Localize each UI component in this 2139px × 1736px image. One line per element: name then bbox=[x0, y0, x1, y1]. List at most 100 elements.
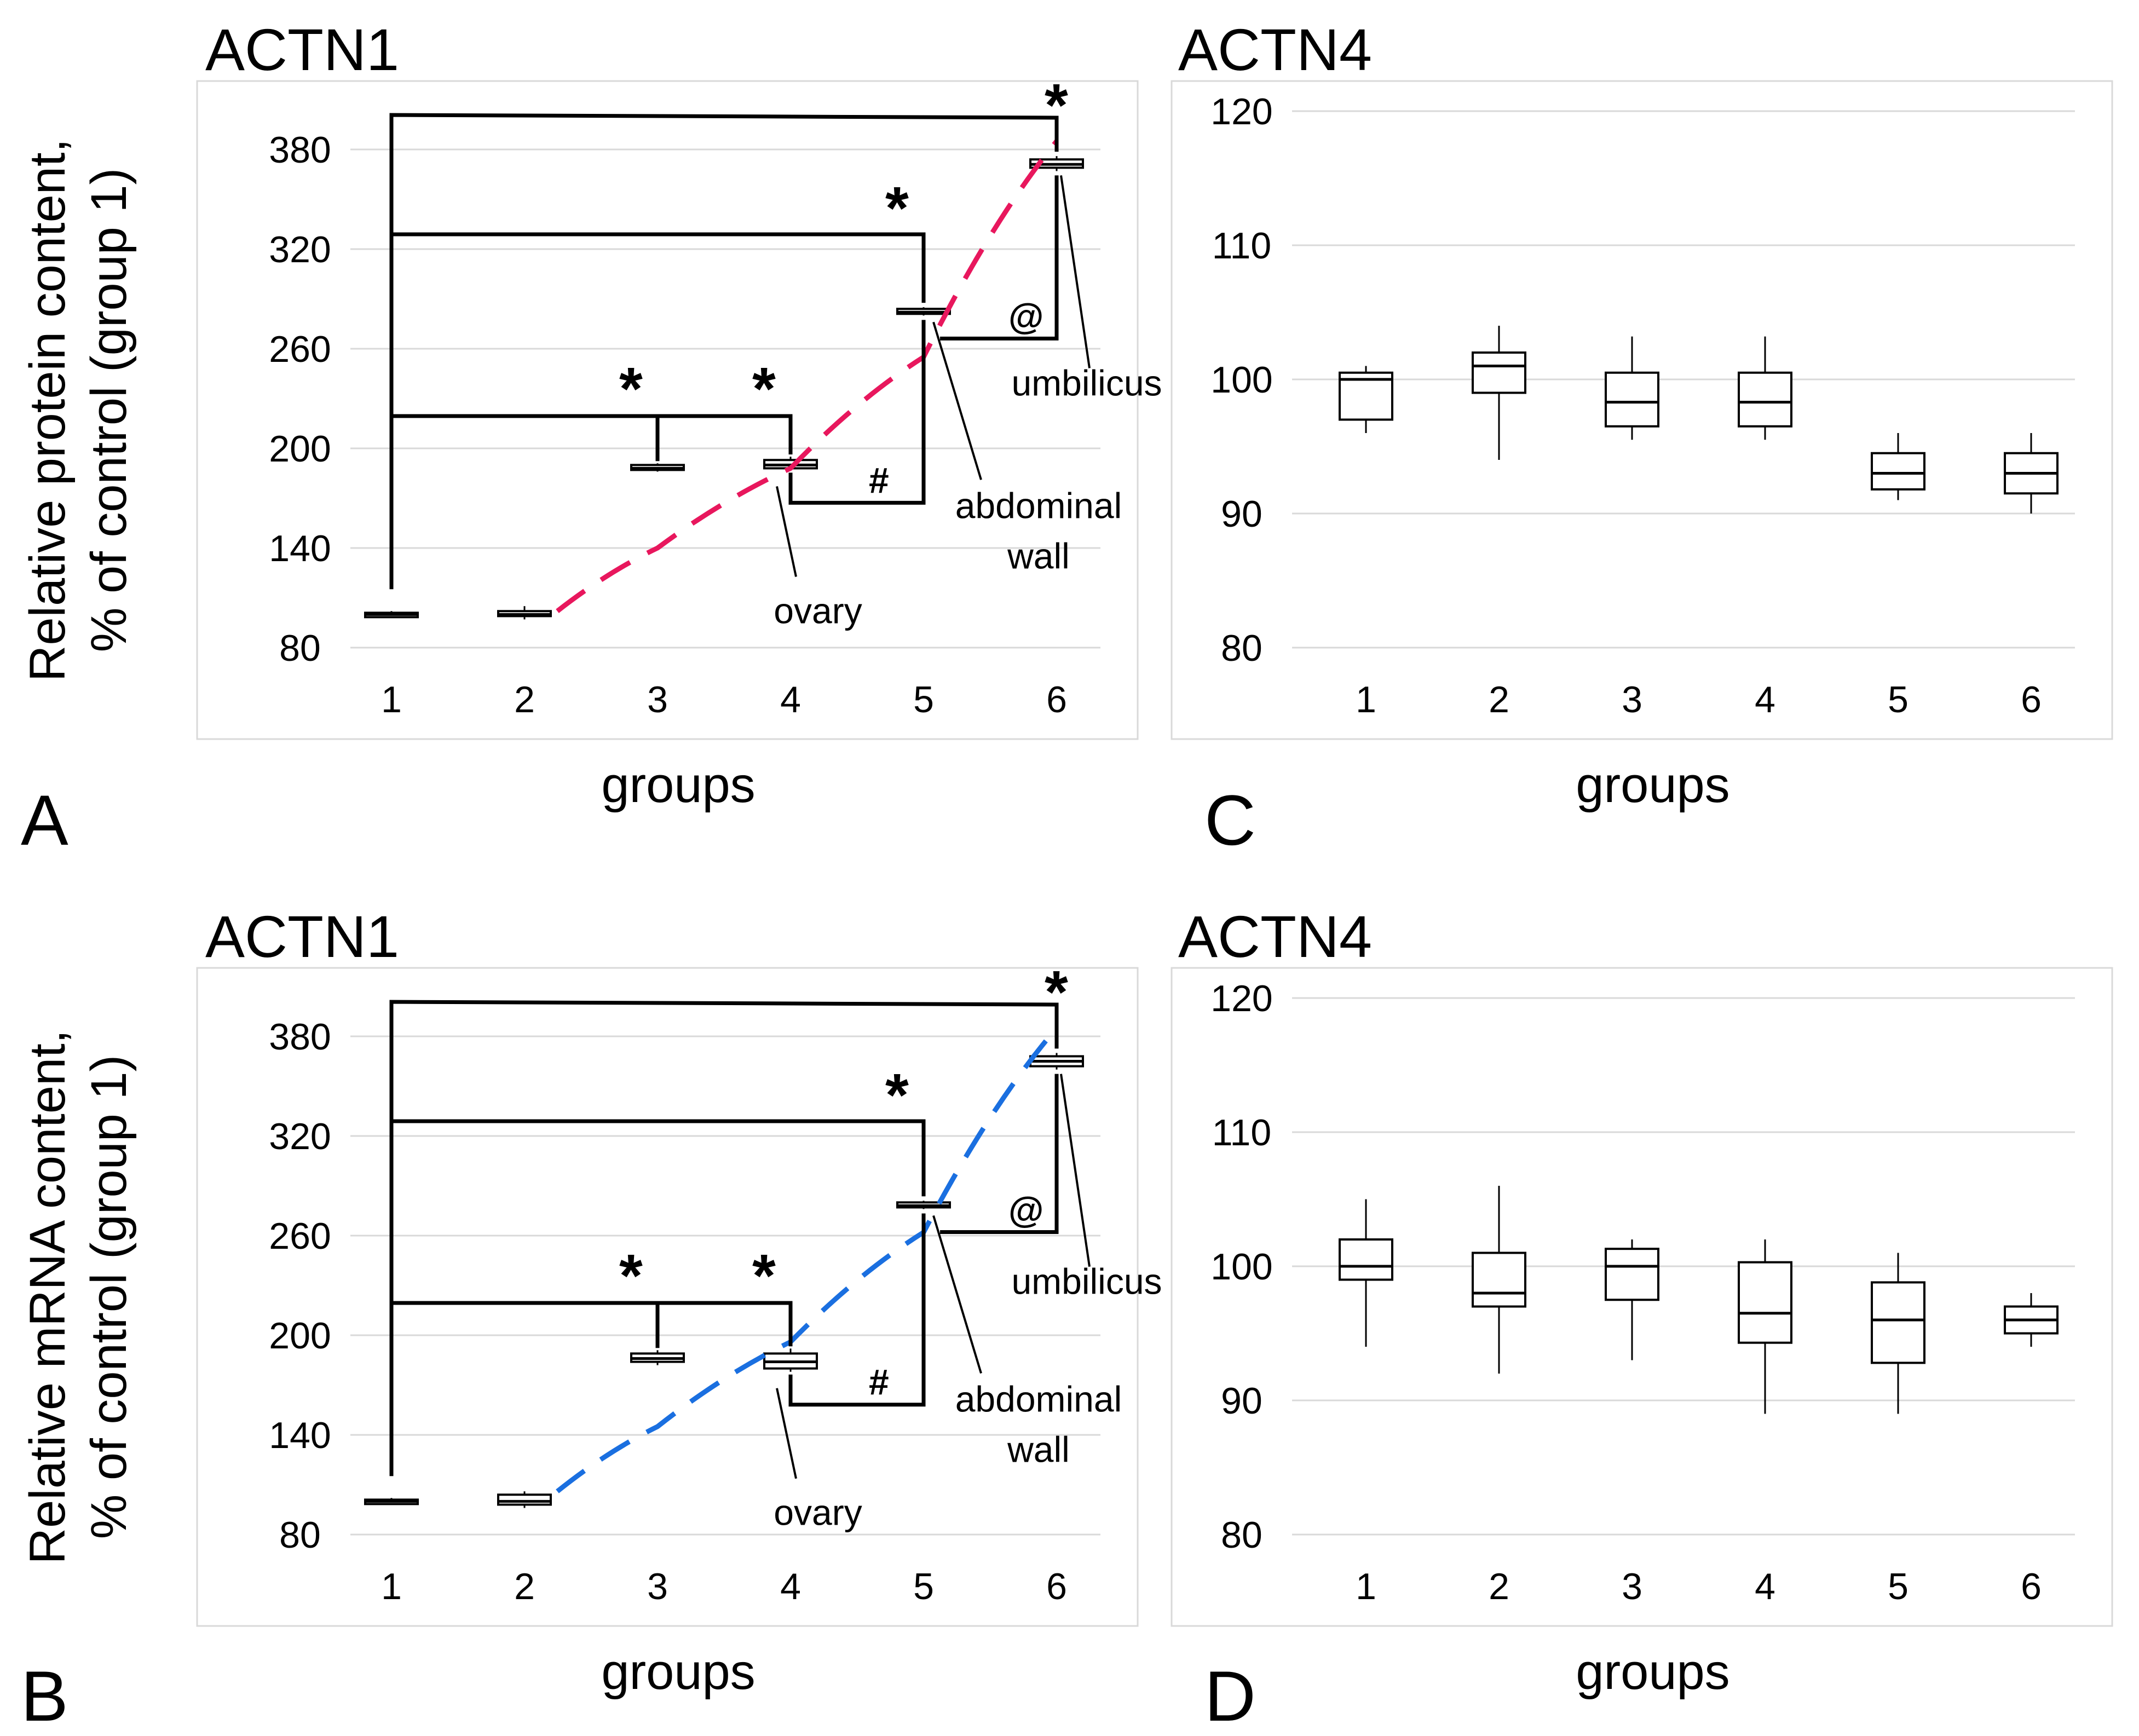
leader-abdominal-wall bbox=[932, 321, 982, 480]
x-tick-label: 6 bbox=[1046, 679, 1067, 720]
box-group-4 bbox=[763, 1348, 818, 1372]
bracket-1-5 bbox=[391, 232, 926, 303]
y-axis-label-line1: Relative mRNA content, bbox=[20, 1030, 76, 1565]
box-group-2 bbox=[497, 1491, 552, 1508]
y-axis-label-line1: Relative protein content, bbox=[20, 139, 76, 682]
panel-c: 80 90 100 110 120 1 2 3 4 5 6 ACTN4 groups C bbox=[1171, 16, 2113, 860]
box bbox=[1871, 452, 1925, 491]
box-group-3 bbox=[630, 1350, 685, 1365]
bracket-4-5 bbox=[788, 1213, 926, 1407]
y-tick-label: 140 bbox=[269, 1415, 331, 1456]
box-group-3 bbox=[1605, 1239, 1659, 1360]
bracket-5-6 bbox=[940, 1074, 1059, 1234]
panel-letter: C bbox=[1204, 780, 1256, 860]
leader-umbilicus bbox=[1060, 1074, 1091, 1267]
y-axis-label-line2: % of control (group 1) bbox=[81, 1055, 137, 1539]
bracket-1-6 bbox=[389, 1000, 1059, 1477]
leader-umbilicus bbox=[1060, 175, 1091, 368]
x-tick-label: 5 bbox=[913, 679, 934, 720]
box-group-1 bbox=[1339, 1199, 1393, 1347]
sig-at: @ bbox=[1008, 1189, 1043, 1230]
y-tick-label: 120 bbox=[1210, 91, 1272, 132]
label-wall: wall bbox=[1007, 1429, 1070, 1469]
box-group-5 bbox=[1871, 1253, 1925, 1414]
trendline bbox=[556, 1026, 1059, 1493]
x-axis-label: groups bbox=[601, 757, 755, 813]
sig-star: * bbox=[1045, 72, 1068, 139]
sig-star: * bbox=[1045, 959, 1068, 1026]
bracket-4-5 bbox=[788, 320, 926, 505]
y-tick-label: 200 bbox=[269, 1315, 331, 1357]
x-tick-label: 1 bbox=[381, 679, 402, 720]
leader-ovary bbox=[776, 1388, 797, 1479]
box-group-6 bbox=[1029, 1053, 1084, 1070]
box-group-2 bbox=[497, 606, 552, 620]
x-tick-label: 4 bbox=[1755, 1566, 1775, 1607]
bracket-5-6 bbox=[940, 175, 1059, 341]
y-tick-label: 110 bbox=[1212, 1112, 1271, 1154]
box-group-4 bbox=[1738, 336, 1792, 440]
plot-frame bbox=[196, 80, 1139, 740]
x-tick-label: 6 bbox=[1046, 1566, 1067, 1607]
label-umbilicus: umbilicus bbox=[1011, 1261, 1162, 1302]
x-tick-label: 1 bbox=[381, 1566, 402, 1607]
sig-hash: # bbox=[869, 460, 889, 500]
x-tick-label: 2 bbox=[514, 679, 535, 720]
box bbox=[1871, 1281, 1925, 1364]
x-tick-label: 6 bbox=[2021, 1566, 2042, 1607]
y-tick-label: 380 bbox=[269, 1016, 331, 1058]
y-tick-label: 100 bbox=[1210, 1246, 1272, 1288]
x-tick-label: 2 bbox=[514, 1566, 535, 1607]
sig-star: * bbox=[619, 355, 643, 423]
box-group-6 bbox=[2004, 433, 2059, 514]
panel-letter: A bbox=[21, 780, 68, 860]
box-group-1 bbox=[1339, 366, 1393, 433]
box bbox=[1472, 351, 1526, 394]
chart-title: ACTN4 bbox=[1178, 903, 1372, 970]
x-tick-label: 3 bbox=[647, 1566, 668, 1607]
label-abdominal: abdominal bbox=[955, 485, 1122, 526]
bracket-1-5 bbox=[391, 1119, 926, 1197]
x-tick-label: 5 bbox=[1888, 679, 1909, 720]
x-tick-label: 5 bbox=[913, 1566, 934, 1607]
box bbox=[1605, 1248, 1659, 1301]
x-axis-label: groups bbox=[601, 1644, 755, 1700]
label-wall: wall bbox=[1007, 535, 1070, 576]
bracket-1-4 bbox=[391, 414, 793, 455]
box-group-3 bbox=[1605, 336, 1659, 440]
box-group-5 bbox=[896, 307, 951, 316]
bracket-1-6 bbox=[389, 113, 1059, 590]
box-group-2 bbox=[1472, 326, 1526, 460]
y-tick-label: 120 bbox=[1210, 978, 1272, 1019]
y-tick-label: 80 bbox=[279, 627, 321, 669]
y-tick-label: 320 bbox=[269, 229, 331, 270]
y-tick-label: 80 bbox=[1221, 1514, 1262, 1556]
x-tick-label: 2 bbox=[1489, 679, 1509, 720]
x-tick-label: 1 bbox=[1356, 1566, 1376, 1607]
box bbox=[1605, 371, 1659, 428]
chart-title: ACTN4 bbox=[1178, 16, 1372, 83]
sig-star: * bbox=[752, 355, 776, 423]
sig-at: @ bbox=[1008, 296, 1043, 336]
sig-star: * bbox=[885, 175, 909, 242]
y-tick-label: 320 bbox=[269, 1116, 331, 1157]
box bbox=[1472, 1251, 1526, 1308]
box bbox=[1738, 1261, 1792, 1344]
panel-b: 80 140 200 260 320 380 1 2 3 4 5 6 ACTN1 groups B Relat… bbox=[20, 903, 1162, 1736]
box-group-1 bbox=[364, 1498, 419, 1506]
panel-d: 80 90 100 110 120 1 2 3 4 5 6 ACTN4 groups D bbox=[1171, 903, 2113, 1736]
leader-ovary bbox=[776, 486, 797, 577]
x-tick-label: 4 bbox=[780, 679, 801, 720]
leader-abdominal-wall bbox=[932, 1215, 982, 1374]
trendline bbox=[556, 139, 1059, 613]
sig-star: * bbox=[619, 1242, 643, 1310]
box bbox=[1738, 371, 1792, 428]
y-tick-label: 200 bbox=[269, 428, 331, 470]
y-tick-label: 380 bbox=[269, 129, 331, 171]
y-tick-label: 100 bbox=[1210, 359, 1272, 401]
box-group-1 bbox=[364, 611, 419, 619]
box-group-5 bbox=[896, 1201, 951, 1209]
plot-frame bbox=[196, 967, 1139, 1627]
sig-star: * bbox=[752, 1242, 776, 1310]
